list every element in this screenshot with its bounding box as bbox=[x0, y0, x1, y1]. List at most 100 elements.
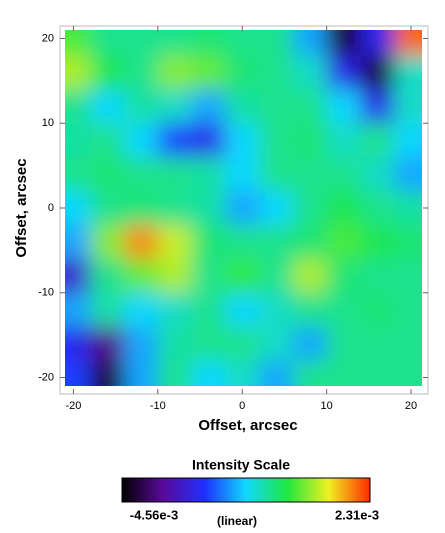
heatmap-cell bbox=[157, 157, 193, 192]
y-tick-label: -10 bbox=[38, 287, 54, 299]
heatmap-cell bbox=[191, 55, 226, 90]
heatmap-cell bbox=[157, 326, 193, 362]
heatmap-cell bbox=[394, 360, 422, 386]
heatmap-cell bbox=[292, 224, 328, 260]
heatmap-cell bbox=[259, 89, 294, 124]
heatmap-cell bbox=[360, 89, 395, 124]
heatmap-cell bbox=[360, 55, 395, 90]
y-tick-label: -20 bbox=[38, 371, 54, 383]
heatmap-cell bbox=[225, 360, 260, 386]
heatmap-cell bbox=[90, 258, 125, 294]
heatmap-cell bbox=[259, 191, 294, 226]
heatmap-cell bbox=[292, 326, 328, 362]
x-tick-label: -10 bbox=[150, 400, 166, 412]
heatmap-cell bbox=[326, 30, 361, 56]
heatmap-cell bbox=[326, 258, 361, 294]
heatmap-cell bbox=[360, 360, 395, 386]
heatmap-cell bbox=[90, 224, 125, 260]
heatmap-cells bbox=[65, 30, 422, 386]
heatmap-cell bbox=[124, 55, 159, 90]
heatmap-cell bbox=[90, 191, 125, 226]
heatmap-cell bbox=[65, 292, 91, 328]
heatmap-cell bbox=[394, 89, 422, 124]
heatmap-cell bbox=[157, 292, 193, 328]
heatmap-cell bbox=[326, 224, 361, 260]
heatmap-cell bbox=[394, 224, 422, 260]
heatmap-cell bbox=[360, 292, 395, 328]
heatmap-cell bbox=[259, 360, 294, 386]
heatmap-cell bbox=[65, 224, 91, 260]
heatmap-cell bbox=[326, 191, 361, 226]
heatmap-cell bbox=[394, 292, 422, 328]
heatmap-cell bbox=[90, 123, 125, 158]
heatmap-cell bbox=[65, 326, 91, 362]
heatmap-cell bbox=[90, 360, 125, 386]
x-tick-label: -20 bbox=[65, 400, 81, 412]
heatmap-cell bbox=[90, 157, 125, 192]
x-tick-label: 20 bbox=[405, 400, 417, 412]
heatmap-cell bbox=[65, 360, 91, 386]
heatmap-cell bbox=[326, 123, 361, 158]
y-tick-label: 10 bbox=[42, 117, 54, 129]
heatmap-cell bbox=[124, 157, 159, 192]
heatmap-cell bbox=[157, 123, 193, 158]
heatmap-cell bbox=[225, 89, 260, 124]
heatmap-cell bbox=[124, 30, 159, 56]
heatmap-cell bbox=[326, 157, 361, 192]
heatmap-cell bbox=[65, 123, 91, 158]
heatmap-cell bbox=[225, 326, 260, 362]
heatmap-cell bbox=[124, 326, 159, 362]
heatmap-cell bbox=[225, 224, 260, 260]
heatmap-cell bbox=[326, 360, 361, 386]
heatmap-cell bbox=[157, 224, 193, 260]
heatmap-cell bbox=[65, 258, 91, 294]
colorbar bbox=[121, 477, 371, 503]
heatmap-cell bbox=[225, 123, 260, 158]
heatmap-cell bbox=[124, 191, 159, 226]
heatmap-cell bbox=[157, 55, 193, 90]
heatmap-cell bbox=[326, 55, 361, 90]
heatmap-cell bbox=[124, 292, 159, 328]
heatmap-cell bbox=[157, 258, 193, 294]
heatmap-cell bbox=[157, 191, 193, 226]
heatmap-cell bbox=[157, 360, 193, 386]
heatmap-cell bbox=[191, 292, 226, 328]
x-tick-label: 10 bbox=[321, 400, 333, 412]
heatmap-cell bbox=[259, 326, 294, 362]
heatmap-cell bbox=[225, 157, 260, 192]
heatmap-cell bbox=[394, 123, 422, 158]
heatmap-cell bbox=[90, 30, 125, 56]
colorbar-max-label: 2.31e-3 bbox=[335, 507, 379, 522]
heatmap-cell bbox=[259, 123, 294, 158]
heatmap-cell bbox=[259, 30, 294, 56]
heatmap-cell bbox=[225, 258, 260, 294]
heatmap-cell bbox=[90, 326, 125, 362]
heatmap-cell bbox=[157, 89, 193, 124]
heatmap-cell bbox=[225, 55, 260, 90]
y-tick-label: 0 bbox=[48, 202, 54, 214]
colorbar-title: Intensity Scale bbox=[192, 457, 290, 473]
heatmap-cell bbox=[65, 89, 91, 124]
x-axis-label: Offset, arcsec bbox=[198, 417, 297, 434]
heatmap-cell bbox=[394, 258, 422, 294]
heatmap-cell bbox=[225, 292, 260, 328]
y-axis-label: Offset, arcsec bbox=[13, 158, 30, 257]
heatmap-cell bbox=[124, 360, 159, 386]
heatmap-cell bbox=[259, 55, 294, 90]
heatmap-cell bbox=[292, 191, 328, 226]
heatmap-cell bbox=[225, 30, 260, 56]
heatmap-cell bbox=[191, 258, 226, 294]
heatmap-cell bbox=[394, 157, 422, 192]
heatmap-cell bbox=[360, 224, 395, 260]
y-tick-label: 20 bbox=[42, 32, 54, 44]
heatmap-cell bbox=[225, 191, 260, 226]
heatmap-cell bbox=[394, 30, 422, 56]
heatmap-cell bbox=[259, 224, 294, 260]
heatmap-cell bbox=[394, 55, 422, 90]
heatmap-cell bbox=[292, 360, 328, 386]
heatmap-cell bbox=[65, 55, 91, 90]
heatmap-cell bbox=[65, 191, 91, 226]
heatmap-cell bbox=[360, 258, 395, 294]
heatmap-cell bbox=[326, 292, 361, 328]
